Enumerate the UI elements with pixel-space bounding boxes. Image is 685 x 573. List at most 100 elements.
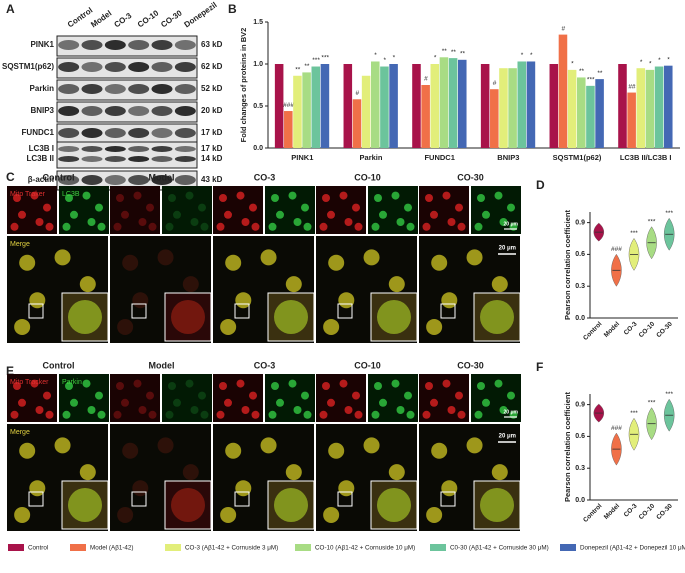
cell <box>87 218 96 226</box>
blot-band <box>174 84 196 94</box>
blot-band <box>104 146 126 152</box>
cell <box>148 222 157 231</box>
cell <box>404 203 412 212</box>
zoom-cell <box>480 488 514 522</box>
bar <box>352 99 362 148</box>
bar <box>430 64 440 148</box>
blot-band <box>81 62 103 72</box>
cell <box>54 437 71 454</box>
blot-band <box>174 106 196 116</box>
cell <box>236 379 245 388</box>
blot-band <box>151 128 173 138</box>
cell <box>288 379 297 388</box>
blot-band <box>128 62 150 72</box>
bar <box>577 77 586 148</box>
cell <box>303 222 312 231</box>
significance: ## <box>628 83 636 90</box>
bar <box>371 61 380 149</box>
channel-label: LC3B <box>62 191 80 198</box>
bar <box>558 34 568 148</box>
protein-label: FUNDC1 <box>22 128 55 137</box>
significance: * <box>530 52 533 59</box>
cell <box>271 194 279 202</box>
cell <box>431 254 448 271</box>
blot-band <box>104 106 126 116</box>
cell <box>138 218 147 226</box>
significance: *** <box>665 210 673 217</box>
blot-band <box>151 175 173 185</box>
channel-label: Merge <box>10 241 30 248</box>
y-tick-label: 0.0 <box>575 315 585 322</box>
bar <box>645 69 655 148</box>
channel-label: Mito Tracker <box>10 379 49 386</box>
cell <box>455 203 463 212</box>
cell <box>97 222 106 231</box>
significance: * <box>393 55 396 62</box>
cell <box>157 437 174 454</box>
blot-band <box>58 40 80 50</box>
cell <box>65 382 73 390</box>
x-tick-label: BNIP3 <box>497 153 519 162</box>
x-tick-label: CO-10 <box>638 502 657 521</box>
bar <box>549 64 559 148</box>
protein-label: SQSTM1(p62) <box>2 62 54 71</box>
bar <box>284 111 293 148</box>
cell <box>352 203 360 212</box>
protein-label: BNIP3 <box>30 106 54 115</box>
cell <box>268 222 277 231</box>
cell <box>328 442 345 459</box>
significance: ** <box>597 70 603 77</box>
cell <box>116 194 124 202</box>
significance: * <box>649 61 652 68</box>
cell <box>10 222 19 231</box>
lane-label: Donepezil <box>183 0 219 29</box>
bar <box>448 58 458 149</box>
cell <box>19 254 36 271</box>
cell <box>182 276 199 293</box>
cell <box>507 391 515 400</box>
cell <box>113 410 122 419</box>
cell <box>116 382 124 390</box>
cell <box>406 410 415 419</box>
cell <box>431 442 448 459</box>
cell <box>303 410 312 419</box>
cell <box>224 398 232 407</box>
bar <box>618 64 627 148</box>
y-axis-label: Pearson correlation coefficient <box>563 391 572 502</box>
cell <box>236 191 245 200</box>
cell <box>79 464 96 481</box>
blot-band <box>174 128 196 138</box>
significance: ### <box>611 246 622 253</box>
cell <box>507 203 515 212</box>
column-header: CO-30 <box>457 172 484 182</box>
cell <box>344 406 353 414</box>
significance: * <box>374 52 377 59</box>
x-tick-label: PINK1 <box>291 153 313 162</box>
x-tick-label: CO-10 <box>638 320 657 339</box>
cell <box>293 218 302 226</box>
zoom-box <box>337 303 353 319</box>
cell <box>422 222 431 231</box>
cell <box>482 398 490 407</box>
cell <box>260 249 277 266</box>
blot-band <box>81 128 103 138</box>
x-tick-label: LC3B II/LC3B I <box>620 153 672 162</box>
bar <box>526 61 536 149</box>
y-tick-label: 0.3 <box>575 283 585 290</box>
blot-band <box>174 40 196 50</box>
significance: *** <box>321 55 329 62</box>
cell <box>157 249 174 266</box>
column-header: Control <box>43 360 75 370</box>
legend-swatch <box>8 544 24 551</box>
cell <box>301 203 309 212</box>
bar <box>508 68 517 148</box>
significance: * <box>640 59 643 66</box>
legend-label: CO-3 (Aβ1-42 + Cornuside 3 μM) <box>185 545 278 552</box>
significance: ** <box>460 51 466 58</box>
panel-letter: A <box>6 2 15 16</box>
cell <box>18 210 26 219</box>
blot-band <box>128 156 150 162</box>
cell <box>65 194 73 202</box>
cell <box>185 191 194 200</box>
legend-swatch <box>295 544 311 551</box>
